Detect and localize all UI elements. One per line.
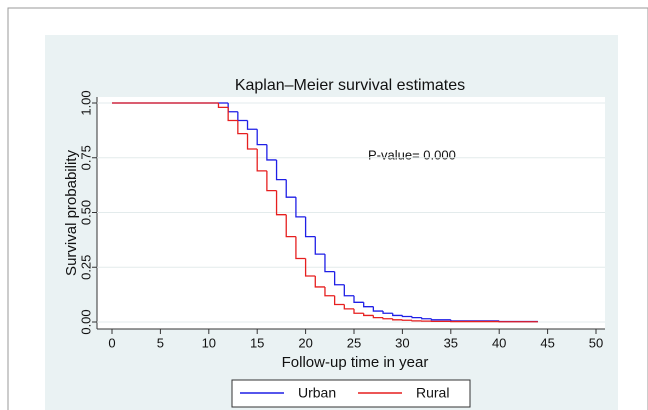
survival-step: [304, 216, 316, 238]
legend-label: Urban: [298, 385, 336, 401]
x-axis-label: Follow-up time in year: [282, 354, 429, 371]
survival-step: [275, 190, 287, 216]
survival-step: [314, 236, 325, 255]
survival-step: [372, 306, 384, 312]
survival-step: [295, 236, 306, 260]
x-tick-label: 35: [444, 335, 458, 350]
survival-step: [411, 320, 422, 322]
survival-step: [372, 315, 384, 319]
x-tick-label: 45: [540, 335, 554, 350]
x-tick-label: 20: [298, 335, 312, 350]
chart-title: Kaplan–Meier survival estimates: [235, 77, 465, 94]
survival-step: [401, 315, 413, 318]
survival-step: [353, 308, 364, 314]
survival-step: [430, 318, 451, 321]
survival-step: [246, 120, 258, 130]
x-tick-label: 0: [108, 335, 115, 350]
survival-step: [285, 214, 296, 238]
x-tick-label: 10: [202, 335, 216, 350]
survival-step: [227, 107, 238, 122]
survival-step: [382, 311, 393, 314]
survival-step: [392, 313, 403, 317]
survival-step: [275, 159, 287, 181]
survival-step: [314, 276, 325, 288]
survival-step: [353, 295, 364, 303]
survival-step: [343, 284, 354, 297]
x-tick-label: 15: [250, 335, 264, 350]
survival-step: [363, 313, 374, 317]
survival-step: [266, 144, 277, 161]
survival-step: [256, 148, 267, 172]
survival-step: [295, 197, 306, 218]
survival-step: [392, 318, 403, 321]
y-axis-label: Survival probability: [63, 150, 80, 276]
y-tick-label: 1.00: [78, 90, 93, 115]
survival-step: [324, 254, 335, 273]
x-tick-label: 25: [347, 335, 361, 350]
y-tick-label: 0.25: [78, 255, 93, 280]
x-tick-label: 50: [589, 335, 603, 350]
survival-step: [237, 120, 248, 135]
x-tick-label: 5: [157, 335, 164, 350]
survival-step: [246, 133, 258, 150]
x-tick-label: 30: [395, 335, 409, 350]
survival-step: [333, 271, 345, 286]
survival-step: [217, 103, 229, 109]
survival-step: [304, 258, 316, 277]
y-tick-label: 0.50: [78, 200, 93, 225]
legend-label: Rural: [416, 385, 449, 401]
survival-step: [411, 316, 422, 319]
survival-step: [324, 286, 335, 297]
survival-step: [382, 317, 393, 320]
y-tick-label: 0.75: [78, 145, 93, 170]
survival-step: [363, 302, 374, 308]
survival-step: [256, 129, 267, 146]
survival-step: [343, 304, 354, 310]
x-tick-label: 40: [492, 335, 506, 350]
y-tick-label: 0.00: [78, 309, 93, 334]
survival-step: [333, 295, 345, 306]
survival-step: [266, 170, 277, 192]
survival-step: [285, 179, 296, 198]
annotation: P-value= 0.000: [368, 147, 456, 162]
survival-step: [421, 317, 432, 320]
